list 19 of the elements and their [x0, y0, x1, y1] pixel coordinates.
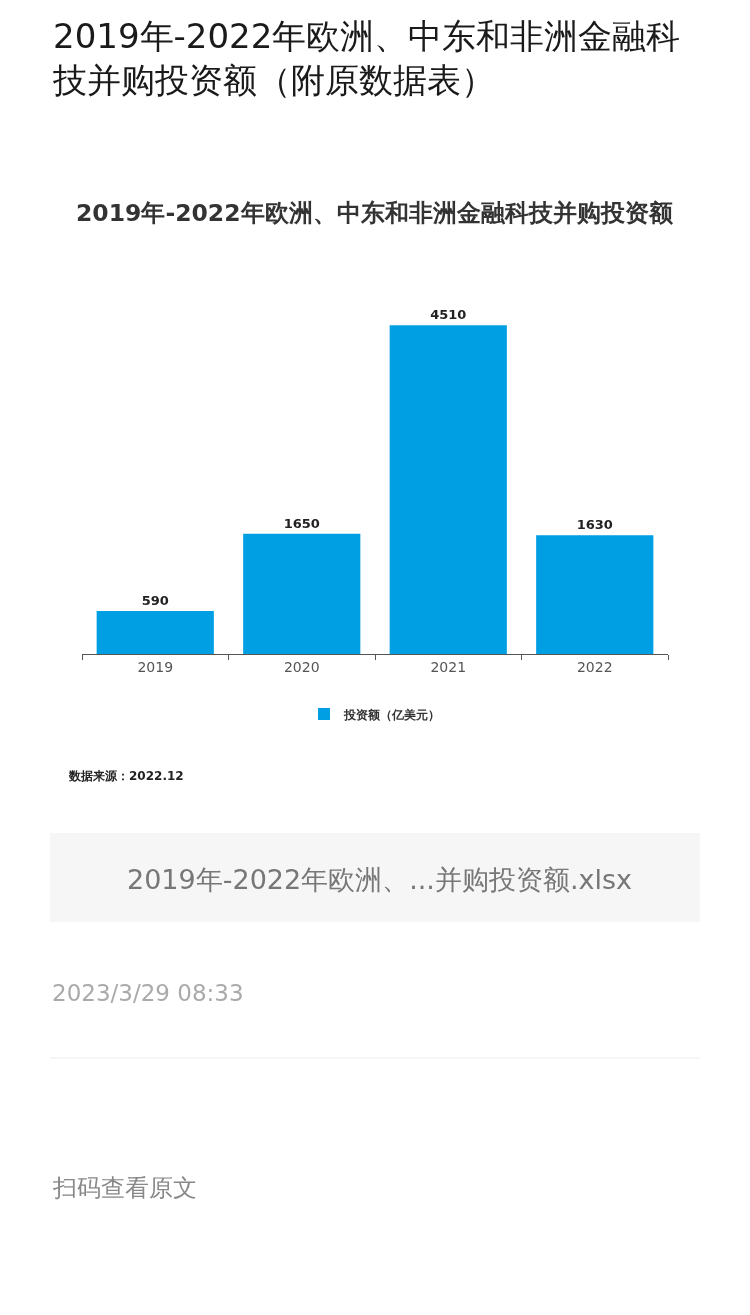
- data-label: 4510: [430, 307, 467, 323]
- source-note: 数据来源：2022.12: [68, 769, 184, 783]
- bar: [389, 325, 507, 654]
- bar: [96, 611, 214, 654]
- text: 扫码查看原文: [52, 1174, 197, 1202]
- x-tick-label: 2020: [283, 658, 320, 675]
- x-tick-label: 2019: [137, 658, 174, 675]
- data-label: 590: [141, 593, 169, 608]
- chart-title: 2019年-2022年欧洲、中东和非洲金融科技并购投资额（附原数据表）: [52, 16, 681, 101]
- text: 2023/3/29 08:33: [52, 980, 244, 1006]
- text: 2019年-2022年欧洲、...并购投资额.xlsx: [127, 864, 633, 895]
- data-label: 1630: [576, 517, 613, 533]
- chart-subtitle: 2019年-2022年欧洲、中东和非洲金融科技并购投资额: [76, 199, 674, 227]
- bar: [243, 533, 361, 654]
- legend-label: 投资额（亿美元）: [343, 707, 440, 722]
- bar: [536, 535, 654, 654]
- x-tick-label: 2021: [430, 658, 467, 675]
- x-tick-label: 2022: [576, 658, 613, 675]
- data-label: 1650: [283, 515, 320, 531]
